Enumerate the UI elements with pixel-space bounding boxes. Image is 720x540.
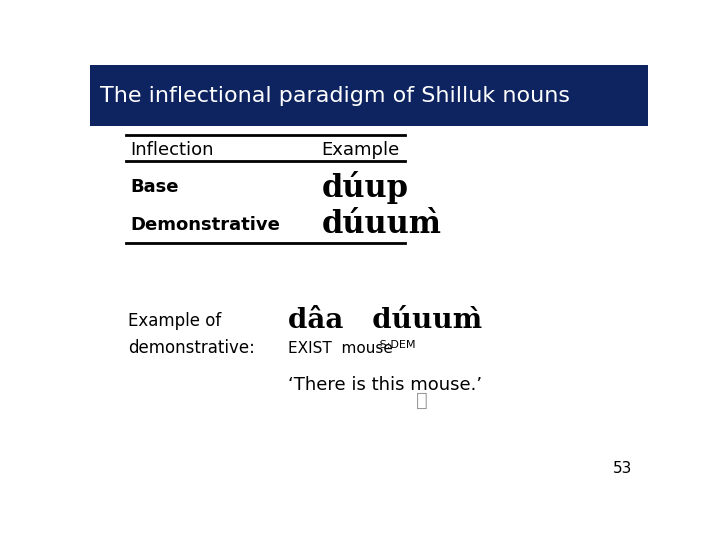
- Text: Demonstrative: Demonstrative: [130, 216, 280, 234]
- Text: demonstrative:: demonstrative:: [128, 339, 255, 357]
- Text: 🔈: 🔈: [416, 391, 428, 410]
- Text: EXIST  mouse: EXIST mouse: [288, 341, 393, 355]
- Text: dúup: dúup: [322, 171, 408, 204]
- Text: dúuum̀: dúuum̀: [322, 210, 441, 240]
- Text: Inflection: Inflection: [130, 141, 214, 159]
- Text: 53: 53: [613, 462, 632, 476]
- Text: Example of: Example of: [128, 312, 221, 329]
- Text: The inflectional paradigm of Shilluk nouns: The inflectional paradigm of Shilluk nou…: [100, 85, 570, 105]
- Text: Base: Base: [130, 178, 179, 197]
- Text: ‘There is this mouse.’: ‘There is this mouse.’: [288, 376, 482, 394]
- Bar: [90, 65, 648, 126]
- Text: dâa   dúuum̀: dâa dúuum̀: [288, 307, 482, 334]
- Text: .S:DEM: .S:DEM: [377, 340, 415, 349]
- Text: Example: Example: [322, 141, 400, 159]
